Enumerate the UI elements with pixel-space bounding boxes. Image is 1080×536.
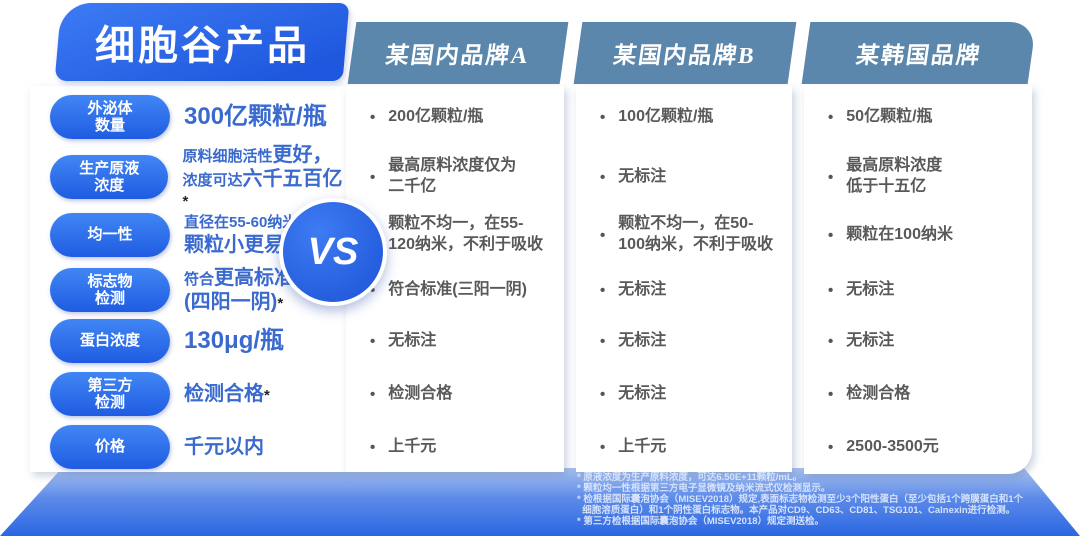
vs-badge: VS [279, 198, 387, 306]
bullet-icon: • [828, 438, 834, 456]
row-label-pill-raw-concentration: 生产原液 浓度 [50, 155, 169, 199]
comparison-cell: • 最高原料浓度仅为 二千亿 [370, 157, 517, 195]
competitor-korea-column: • 50亿颗粒/瓶 • 最高原料浓度 低于十五亿 • 颗粒在100纳米 • 无标注 • 无… [804, 86, 1032, 474]
row-label-pill-marker-test: 标志物 检测 [50, 268, 170, 312]
footnote-line: * 颗粒均一性根据第三方电子显微镜及纳米流式仪检测显示。 [577, 483, 831, 494]
competitor-header-a: 某国内品牌A [347, 22, 569, 84]
bullet-icon: • [370, 281, 376, 299]
comparison-cell: • 最高原料浓度 低于十五亿 [828, 157, 943, 195]
comparison-cell: • 上千元 [600, 437, 667, 456]
competitor-b-column: • 100亿颗粒/瓶 • 无标注 • 颗粒不均一，在50- 100纳米，不利于吸收 •… [576, 86, 792, 472]
row-label-pill-price: 价格 [50, 425, 170, 469]
comparison-cell: • 检测合格 [370, 384, 453, 403]
product-value: 原料细胞活性更好， 浓度可达六千五百亿* [182, 143, 343, 210]
comparison-cell: • 上千元 [370, 437, 437, 456]
bullet-icon: • [828, 281, 834, 299]
comparison-cell: • 无标注 [600, 280, 667, 299]
product-value: 300亿颗粒/瓶 [184, 103, 327, 131]
row-exosome-count: 外泌体 数量 300亿颗粒/瓶 [30, 86, 346, 148]
comparison-cell: • 100亿颗粒/瓶 [600, 107, 714, 126]
bullet-icon: • [370, 332, 376, 350]
bullet-icon: • [600, 281, 606, 299]
bullet-icon: • [600, 332, 606, 350]
comparison-cell: • 2500-3500元 [828, 437, 939, 456]
competitor-header-korea: 某韩国品牌 [801, 22, 1037, 84]
asterisk: * [182, 192, 189, 210]
bottom-banner [0, 468, 1080, 536]
asterisk: * [264, 386, 270, 404]
comparison-cell: • 无标注 [600, 384, 667, 403]
product-value: 符合更高标准 (四阳一阴)* [184, 266, 295, 313]
comparison-cell: • 符合标准(三阳一阴) [370, 280, 527, 299]
bullet-icon: • [600, 108, 606, 126]
row-third-party-test: 第三方 检测 检测合格* [30, 366, 346, 422]
bullet-icon: • [600, 226, 606, 244]
bullet-icon: • [828, 108, 834, 126]
bullet-icon: • [600, 438, 606, 456]
competitor-header-b: 某国内品牌B [573, 22, 797, 84]
bullet-icon: • [828, 168, 834, 186]
row-price: 价格 千元以内 [30, 422, 346, 472]
competitor-header-a-label: 某国内品牌A [384, 43, 532, 68]
comparison-cell: • 无标注 [370, 331, 437, 350]
product-value: 130μg/瓶 [184, 327, 285, 355]
comparison-cell: • 无标注 [828, 280, 895, 299]
footnote-line: 细胞溶质蛋白）和1个阴性蛋白标志物。本产品对CD9、CD63、CD81、TSG1… [577, 505, 1016, 516]
row-raw-concentration: 生产原液 浓度 原料细胞活性更好， 浓度可达六千五百亿* [30, 144, 346, 210]
footnote-line: * 第三方检根据国际囊泡协会（MISEV2018）规定测送检。 [577, 516, 825, 527]
row-label-pill-protein-concentration: 蛋白浓度 [50, 319, 170, 363]
competitor-header-b-label: 某国内品牌B [611, 43, 758, 68]
row-protein-concentration: 蛋白浓度 130μg/瓶 [30, 316, 346, 366]
comparison-cell: • 无标注 [600, 167, 667, 186]
page-title: 细胞谷产品 [94, 23, 310, 68]
row-label-pill-third-party-test: 第三方 检测 [50, 372, 170, 416]
comparison-cell: • 检测合格 [828, 384, 911, 403]
vs-label: VS [307, 230, 359, 273]
product-title-banner: 细胞谷产品 [54, 3, 350, 81]
bullet-icon: • [370, 108, 376, 126]
bullet-icon: • [600, 168, 606, 186]
comparison-cell: • 200亿颗粒/瓶 [370, 107, 484, 126]
footnotes: * 原液浓度为生产原料浓度，可达6.50E+11颗粒/mL。 * 颗粒均一性根据… [577, 472, 1047, 527]
footnote-line: * 原液浓度为生产原料浓度，可达6.50E+11颗粒/mL。 [577, 472, 803, 483]
row-marker-test: 标志物 检测 符合更高标准 (四阳一阴)* [30, 264, 346, 316]
competitor-a-column: •200亿颗粒/瓶 •最高原料浓度仅为 二千亿 •颗粒不均一，在55- 120纳… [346, 86, 564, 472]
comparison-cell: • 50亿颗粒/瓶 [828, 107, 933, 126]
footnote-line: * 检根据国际囊泡协会（MISEV2018）规定,表面标志物检测至少3个阳性蛋白… [577, 494, 1024, 505]
bullet-icon: • [828, 226, 834, 244]
bullet-icon: • [370, 168, 376, 186]
product-value: 千元以内 [184, 435, 264, 458]
bullet-icon: • [828, 332, 834, 350]
comparison-cell: •颗粒不均一，在55- 120纳米，不利于吸收 [346, 206, 564, 264]
competitor-header-korea-label: 某韩国品牌 [854, 43, 983, 68]
asterisk: * [277, 295, 284, 312]
comparison-cell: • 颗粒不均一，在50- 100纳米，不利于吸收 [600, 215, 773, 253]
comparison-cell: • 颗粒在100纳米 [828, 225, 953, 244]
product-value: 检测合格* [184, 382, 270, 405]
bullet-icon: • [370, 385, 376, 403]
bullet-icon: • [600, 385, 606, 403]
comparison-cell: • 无标注 [828, 331, 895, 350]
row-label-pill-exosome-count: 外泌体 数量 [50, 95, 170, 139]
bullet-icon: • [370, 438, 376, 456]
comparison-cell: • 无标注 [600, 331, 667, 350]
row-label-pill-uniformity: 均一性 [50, 213, 170, 257]
bullet-icon: • [828, 385, 834, 403]
